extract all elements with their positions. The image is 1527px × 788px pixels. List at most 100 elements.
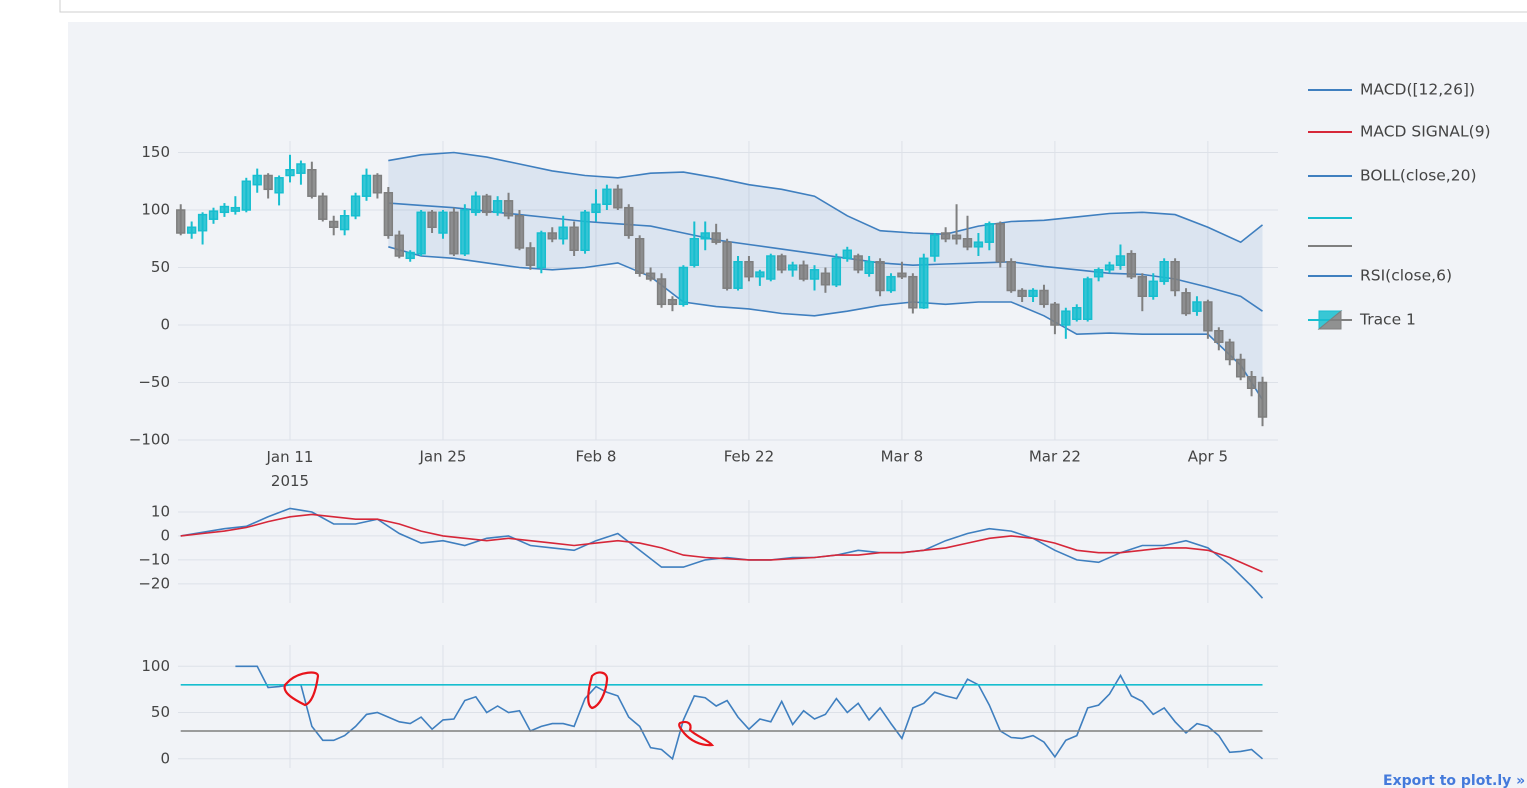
candle-body bbox=[722, 241, 732, 289]
candle-body bbox=[569, 226, 579, 251]
candle-body bbox=[241, 180, 251, 211]
candle-body bbox=[624, 206, 634, 237]
candle-body bbox=[1170, 261, 1180, 292]
candle-body bbox=[186, 226, 197, 234]
candle-body bbox=[580, 211, 590, 252]
candle-body bbox=[536, 232, 547, 269]
x-tick-label: Apr 5 bbox=[1188, 448, 1228, 466]
candle-body bbox=[809, 269, 820, 280]
candle-body bbox=[613, 188, 623, 209]
candle-body bbox=[853, 255, 863, 271]
candle-body bbox=[307, 169, 317, 197]
candle-body bbox=[383, 192, 394, 237]
hand-drawn-circle bbox=[678, 720, 715, 747]
y-tick-label: −10 bbox=[138, 550, 170, 568]
legend-label: BOLL(close,20) bbox=[1360, 167, 1477, 185]
x-tick-label: Mar 22 bbox=[1029, 448, 1081, 466]
y-tick-label: 50 bbox=[151, 258, 170, 276]
hand-drawn-circle bbox=[283, 671, 320, 707]
candle-body bbox=[339, 215, 350, 231]
x-tick-label: Jan 11 2015 bbox=[266, 448, 314, 490]
band-upper bbox=[388, 151, 1263, 244]
candle-body bbox=[951, 234, 962, 240]
x-tick-label: Jan 25 bbox=[418, 448, 466, 466]
candle-body bbox=[1126, 252, 1137, 278]
code-input-box bbox=[59, 0, 1527, 13]
candle-body bbox=[492, 200, 503, 214]
candle-body bbox=[197, 213, 208, 232]
candle-body bbox=[962, 238, 973, 248]
x-tick-label: Feb 22 bbox=[724, 448, 774, 466]
candle-body bbox=[372, 174, 383, 194]
candle-body bbox=[667, 298, 678, 306]
export-link[interactable]: Export to plot.ly » bbox=[1383, 773, 1525, 788]
candle-body bbox=[1050, 303, 1060, 326]
candle-body bbox=[744, 261, 754, 278]
legend-swatch bbox=[1317, 309, 1342, 330]
y-tick-label: −50 bbox=[138, 373, 170, 391]
candle-body bbox=[940, 232, 951, 240]
candle-body bbox=[777, 255, 787, 271]
candle-body bbox=[984, 223, 995, 243]
candle-body bbox=[711, 232, 721, 243]
candle-body bbox=[897, 272, 907, 278]
candle-body bbox=[1115, 255, 1126, 266]
candle-body bbox=[995, 223, 1005, 263]
candle-body bbox=[766, 255, 776, 280]
candle-body bbox=[678, 266, 689, 306]
candle-body bbox=[1017, 289, 1027, 297]
candle-body bbox=[1181, 292, 1191, 315]
candle-body bbox=[602, 188, 612, 206]
y-tick-label: 0 bbox=[160, 526, 170, 544]
candle-body bbox=[787, 264, 798, 271]
candle-body bbox=[1159, 261, 1169, 283]
x-tick-label: Feb 8 bbox=[576, 448, 617, 466]
candle-body bbox=[449, 211, 459, 255]
candle-body bbox=[405, 251, 415, 260]
subplot: 0 50 100 bbox=[141, 645, 1278, 768]
candle-body bbox=[318, 195, 328, 220]
candle-body bbox=[471, 195, 481, 214]
candle-body bbox=[831, 257, 842, 286]
legend: MACD([12,26]) MACD SIGNAL(9) BOLL(close,20… bbox=[1308, 81, 1491, 331]
candle-body bbox=[634, 238, 645, 274]
hand-drawn-circle bbox=[587, 671, 609, 710]
candle-body bbox=[208, 210, 219, 220]
y-tick-label: 10 bbox=[151, 502, 170, 520]
candle-body bbox=[503, 200, 514, 217]
candle-body bbox=[514, 215, 525, 249]
candle-body bbox=[525, 247, 536, 266]
candle-body bbox=[274, 177, 284, 194]
x-tick-label: Mar 8 bbox=[881, 448, 924, 466]
annotations bbox=[283, 671, 715, 747]
candle-body bbox=[1246, 376, 1257, 389]
candle-body bbox=[973, 241, 984, 248]
candle-body bbox=[427, 211, 437, 229]
line-series bbox=[180, 513, 1263, 573]
subplot: −20 −10 0 10 bbox=[138, 500, 1278, 603]
candle-body bbox=[1061, 310, 1071, 326]
candle-body bbox=[591, 203, 601, 214]
y-tick-label: 0 bbox=[160, 316, 170, 334]
candle-body bbox=[1203, 301, 1213, 332]
candle-body bbox=[176, 209, 186, 234]
candle-body bbox=[864, 261, 874, 274]
legend-label: Trace 1 bbox=[1359, 311, 1416, 329]
candle-body bbox=[252, 174, 262, 186]
candle-body bbox=[1006, 261, 1016, 292]
candle-body bbox=[1225, 341, 1235, 361]
candle-body bbox=[350, 195, 361, 217]
candle-body bbox=[755, 271, 765, 278]
y-tick-label: 100 bbox=[141, 201, 170, 219]
candle-body bbox=[460, 209, 470, 255]
candle-body bbox=[842, 249, 852, 260]
candle-body bbox=[1093, 269, 1104, 278]
y-tick-label: 100 bbox=[141, 657, 170, 675]
candle-body bbox=[416, 211, 426, 255]
y-tick-label: 50 bbox=[151, 703, 170, 721]
candle-body bbox=[1039, 289, 1049, 306]
candle-body bbox=[1257, 381, 1268, 418]
candle-body bbox=[547, 232, 557, 240]
y-tick-label: −20 bbox=[138, 574, 170, 592]
candle-body bbox=[1104, 264, 1115, 271]
